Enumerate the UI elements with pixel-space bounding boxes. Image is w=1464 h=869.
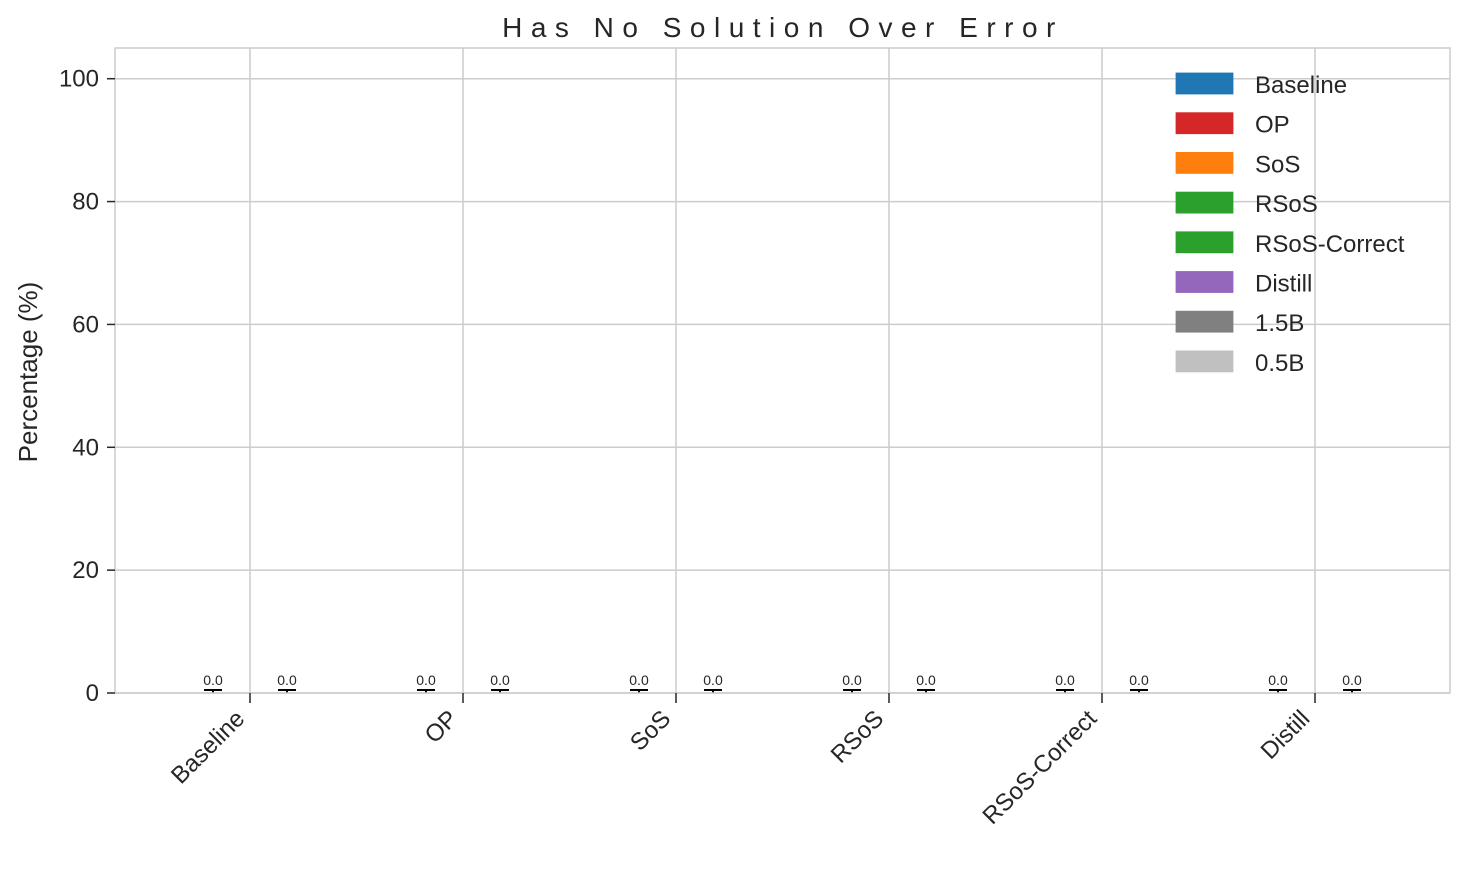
y-axis-label: Percentage (%) (13, 282, 43, 463)
legend-swatch (1175, 112, 1234, 135)
data-label: 0.0 (1129, 672, 1149, 688)
data-label: 0.0 (1268, 672, 1288, 688)
legend-label: OP (1255, 112, 1290, 139)
data-label: 0.0 (277, 672, 297, 688)
legend: Baseline OP SoS RSoS RSoS-Correct Distill 1.5B… (1175, 72, 1405, 377)
legend-label: 1.5B (1255, 310, 1304, 337)
legend-swatch (1175, 72, 1234, 95)
x-tick-label: Baseline (166, 705, 250, 789)
chart-title: Has No Solution Over Error (502, 12, 1064, 43)
legend-swatch (1175, 271, 1234, 293)
legend-swatch (1175, 350, 1234, 373)
x-tick-label: SoS (625, 705, 676, 756)
legend-swatch (1175, 310, 1234, 333)
data-label: 0.0 (842, 672, 862, 688)
legend-label: RSoS-Correct (1255, 231, 1405, 258)
y-tick-label: 80 (72, 189, 99, 216)
legend-swatch (1175, 151, 1234, 174)
data-label: 0.0 (416, 672, 436, 688)
x-tick-label: OP (420, 705, 464, 749)
data-label: 0.0 (703, 672, 723, 688)
plot-frame (114, 47, 1451, 694)
data-label: 0.0 (1342, 672, 1362, 688)
data-label: 0.0 (490, 672, 510, 688)
y-axis-ticks: 0 20 40 60 80 100 (59, 66, 115, 707)
y-tick-label: 40 (72, 434, 99, 461)
legend-label: SoS (1255, 151, 1300, 178)
x-tick-label: RSoS-Correct (978, 705, 1103, 830)
data-label: 0.0 (916, 672, 936, 688)
x-axis-ticks: Baseline OP SoS RSoS RSoS-Correct Distill (166, 693, 1316, 830)
y-tick-label: 60 (72, 311, 99, 338)
data-label: 0.0 (629, 672, 649, 688)
data-label: 0.0 (203, 672, 223, 688)
data-labels: 0.0 0.0 0.0 0.0 0.0 0.0 0.0 0.0 0.0 0.0 0.0 0.0 (203, 672, 1362, 688)
legend-swatch (1175, 191, 1234, 214)
y-tick-label: 100 (59, 66, 99, 93)
legend-swatch (1175, 231, 1234, 254)
x-tick-label: Distill (1256, 705, 1316, 765)
legend-label: 0.5B (1255, 350, 1304, 377)
x-tick-label: RSoS (826, 705, 889, 768)
grid-lines (115, 48, 1450, 694)
y-tick-label: 0 (86, 680, 99, 707)
legend-label: Baseline (1255, 72, 1347, 99)
y-tick-label: 20 (72, 557, 99, 584)
legend-label: RSoS (1255, 191, 1318, 218)
data-label: 0.0 (1055, 672, 1075, 688)
legend-label: Distill (1255, 271, 1312, 298)
